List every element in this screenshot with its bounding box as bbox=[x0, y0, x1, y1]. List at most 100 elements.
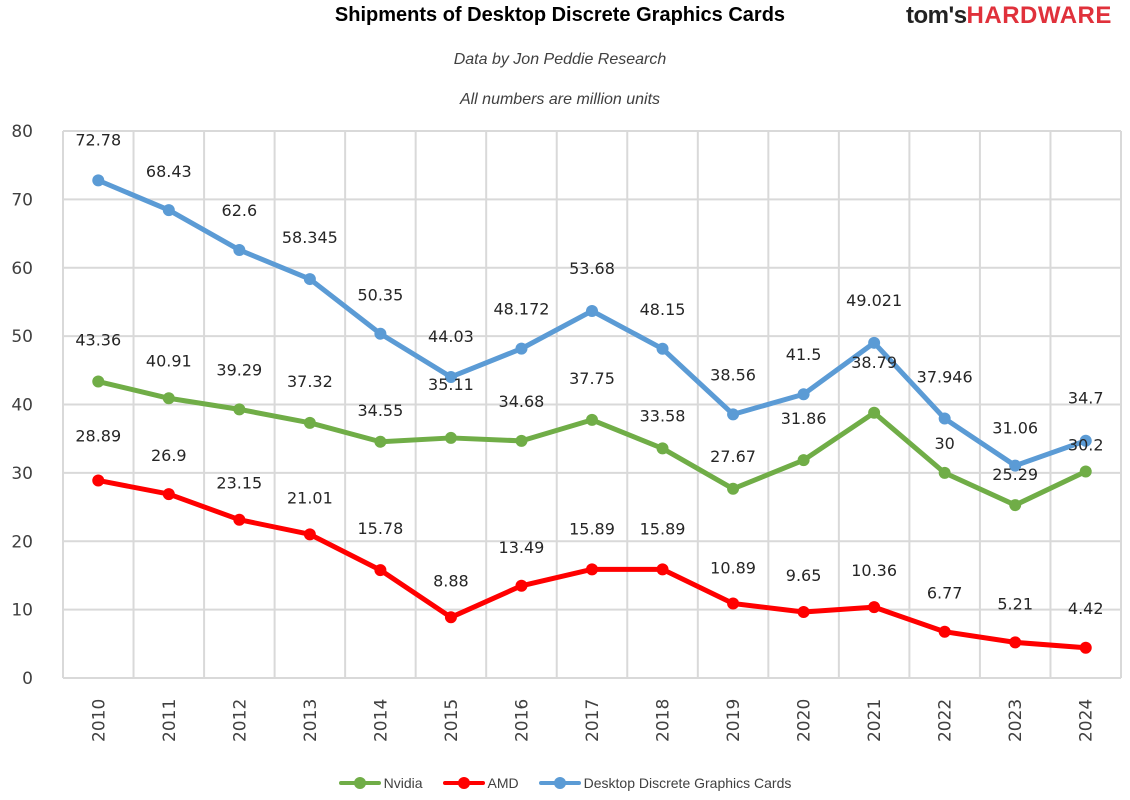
data-point bbox=[1079, 434, 1092, 447]
x-tick-label: 2014 bbox=[371, 699, 391, 742]
chart-subtitle-source: Data by Jon Peddie Research bbox=[453, 51, 667, 68]
chart-title: Shipments of Desktop Discrete Graphics C… bbox=[334, 4, 786, 26]
y-tick-label: 40 bbox=[11, 396, 33, 416]
data-point bbox=[162, 488, 175, 501]
x-tick-label: 2024 bbox=[1077, 699, 1097, 742]
data-label: 10.36 bbox=[851, 561, 897, 580]
data-point bbox=[727, 597, 740, 610]
data-label: 15.89 bbox=[640, 519, 686, 538]
data-label: 9.65 bbox=[786, 566, 822, 585]
data-point bbox=[797, 606, 810, 619]
data-label: 72.78 bbox=[75, 130, 121, 149]
data-point bbox=[444, 431, 457, 444]
y-tick-label: 0 bbox=[22, 669, 33, 689]
data-label: 31.06 bbox=[992, 419, 1038, 438]
data-point bbox=[303, 416, 316, 429]
data-label: 39.29 bbox=[216, 360, 262, 379]
data-label: 10.89 bbox=[710, 559, 756, 578]
legend-item-total[interactable]: Desktop Discrete Graphics Cards bbox=[538, 775, 792, 791]
data-point bbox=[444, 370, 457, 383]
legend-label-total: Desktop Discrete Graphics Cards bbox=[583, 775, 792, 791]
data-label: 13.49 bbox=[499, 538, 545, 557]
data-point bbox=[233, 513, 246, 526]
data-point bbox=[1009, 636, 1022, 649]
y-axis-ticks: 0 10 20 30 40 50 60 70 80 bbox=[11, 122, 33, 689]
toms-hardware-logo: tom'sHARDWARE bbox=[906, 2, 1112, 30]
x-tick-label: 2016 bbox=[512, 699, 532, 742]
data-point bbox=[938, 466, 951, 479]
data-label: 15.78 bbox=[357, 519, 403, 538]
data-point bbox=[797, 454, 810, 467]
data-label: 26.9 bbox=[151, 446, 187, 465]
x-tick-label: 2018 bbox=[654, 699, 674, 742]
data-label: 30 bbox=[934, 434, 954, 453]
data-label: 37.946 bbox=[917, 368, 973, 387]
data-label: 8.88 bbox=[433, 571, 469, 590]
data-point bbox=[586, 563, 598, 576]
data-point bbox=[586, 304, 598, 317]
data-point bbox=[727, 482, 740, 495]
y-tick-label: 30 bbox=[11, 464, 33, 484]
data-point bbox=[515, 579, 528, 592]
data-point bbox=[868, 336, 881, 349]
data-point bbox=[92, 474, 105, 487]
data-point bbox=[1079, 465, 1092, 478]
x-tick-label: 2020 bbox=[795, 699, 815, 742]
data-point bbox=[374, 564, 387, 577]
data-label: 34.68 bbox=[499, 392, 545, 411]
data-point bbox=[444, 611, 457, 624]
data-label: 21.01 bbox=[287, 488, 333, 507]
data-label: 34.7 bbox=[1068, 389, 1104, 408]
legend-item-nvidia[interactable]: Nvidia bbox=[338, 775, 423, 791]
logo-part-hardware: HARDWARE bbox=[966, 2, 1112, 29]
chart-subtitle-units: All numbers are million units bbox=[459, 91, 661, 108]
data-point bbox=[656, 342, 669, 355]
y-tick-label: 60 bbox=[11, 259, 33, 279]
x-axis-ticks: 2010 2011 2012 2013 2014 2015 2016 2017 2018 2019… bbox=[89, 699, 1096, 742]
y-tick-label: 10 bbox=[11, 601, 33, 621]
legend-item-amd[interactable]: AMD bbox=[442, 775, 519, 791]
y-tick-label: 50 bbox=[11, 327, 33, 347]
x-tick-label: 2021 bbox=[865, 699, 885, 742]
data-point bbox=[233, 243, 246, 256]
data-label: 23.15 bbox=[216, 474, 262, 493]
legend-label-amd: AMD bbox=[487, 775, 519, 791]
x-tick-label: 2015 bbox=[442, 699, 462, 742]
data-label: 37.32 bbox=[287, 372, 333, 391]
data-label: 43.36 bbox=[75, 331, 121, 350]
data-label: 38.56 bbox=[710, 365, 756, 384]
data-label: 50.35 bbox=[357, 286, 403, 305]
legend-swatch-amd bbox=[442, 777, 485, 789]
data-label: 44.03 bbox=[428, 327, 474, 346]
x-tick-label: 2023 bbox=[1006, 699, 1026, 742]
data-point bbox=[374, 435, 387, 448]
logo-part-toms: tom's bbox=[906, 2, 967, 29]
data-point bbox=[92, 174, 105, 187]
data-point bbox=[374, 327, 387, 340]
legend-swatch-nvidia bbox=[338, 777, 381, 789]
data-point bbox=[868, 601, 881, 614]
x-tick-label: 2019 bbox=[724, 699, 744, 742]
x-tick-label: 2012 bbox=[230, 699, 250, 742]
data-label: 38.79 bbox=[851, 353, 897, 372]
data-label: 49.021 bbox=[846, 291, 902, 310]
data-point bbox=[938, 625, 951, 638]
data-label: 37.75 bbox=[569, 369, 615, 388]
data-label: 35.11 bbox=[428, 375, 474, 394]
data-point bbox=[656, 563, 669, 576]
data-label: 33.58 bbox=[640, 406, 686, 425]
x-tick-label: 2022 bbox=[936, 699, 956, 742]
data-point bbox=[586, 413, 598, 426]
data-label: 41.5 bbox=[786, 345, 822, 364]
data-point bbox=[162, 204, 175, 217]
data-label: 6.77 bbox=[927, 584, 963, 603]
data-label: 34.55 bbox=[357, 401, 403, 420]
data-label: 30.2 bbox=[1068, 436, 1104, 455]
data-point bbox=[162, 392, 175, 405]
x-tick-label: 2010 bbox=[89, 699, 109, 742]
series-group bbox=[92, 174, 1092, 654]
data-label: 48.172 bbox=[493, 300, 549, 319]
data-label: 25.29 bbox=[992, 465, 1038, 484]
data-label: 28.89 bbox=[75, 426, 121, 445]
legend: Nvidia AMD Desktop Discrete Graphics Car… bbox=[0, 775, 1130, 791]
